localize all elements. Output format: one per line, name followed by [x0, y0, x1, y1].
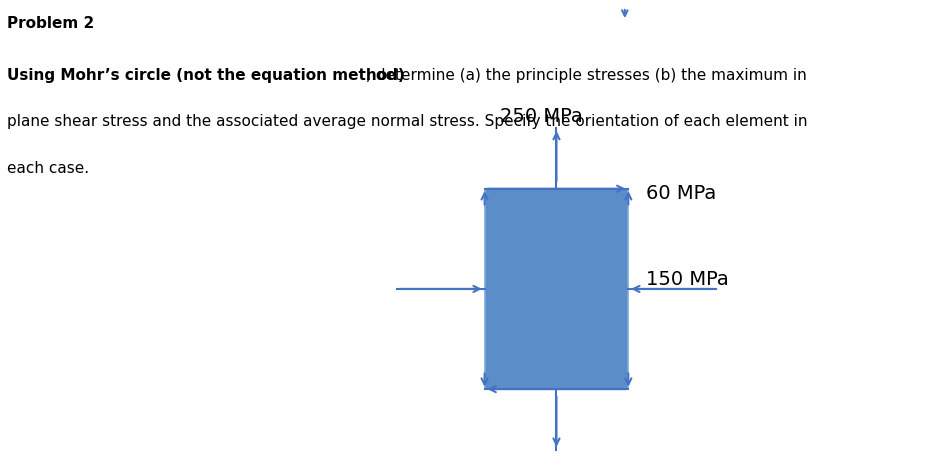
- Text: plane shear stress and the associated average normal stress. Specify the orienta: plane shear stress and the associated av…: [7, 114, 808, 129]
- Text: , determine (a) the principle stresses (b) the maximum in: , determine (a) the principle stresses (…: [366, 68, 807, 82]
- Text: each case.: each case.: [7, 161, 89, 176]
- Text: Problem 2: Problem 2: [7, 16, 94, 31]
- Text: 250 MPa: 250 MPa: [500, 107, 582, 126]
- Bar: [484, 189, 629, 389]
- Text: 150 MPa: 150 MPa: [646, 270, 729, 289]
- Text: Using Mohr’s circle (not the equation method): Using Mohr’s circle (not the equation me…: [7, 68, 405, 82]
- Text: 60 MPa: 60 MPa: [646, 184, 716, 203]
